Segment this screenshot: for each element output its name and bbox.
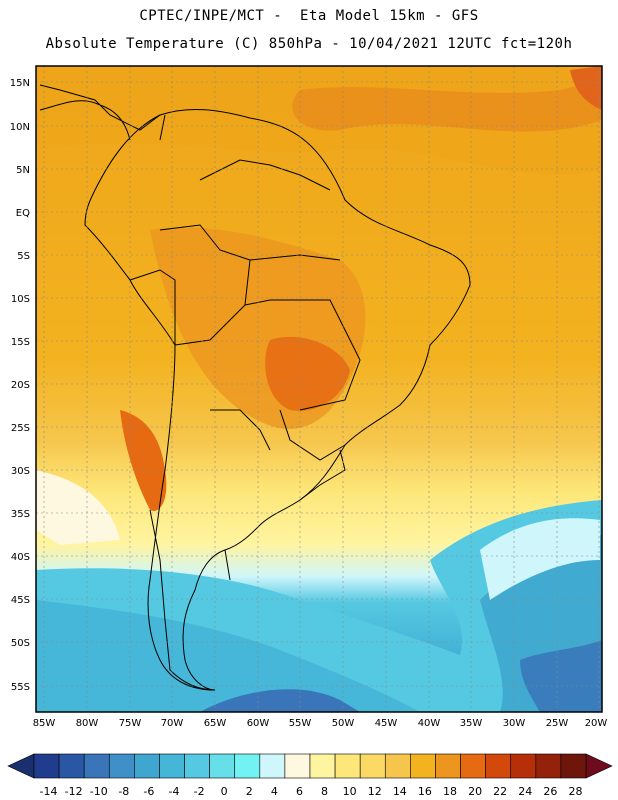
legend-tick-label: -2 [194, 785, 205, 798]
legend-tick-label: -12 [65, 785, 83, 798]
legend-color-box [33, 753, 60, 779]
lat-lon-grid [36, 66, 602, 712]
lon-label: 20W [585, 718, 608, 729]
legend-tick-label: 22 [493, 785, 507, 798]
legend-color-box [485, 753, 512, 779]
legend-underflow-arrow [7, 753, 35, 779]
lat-label: 10N [10, 122, 30, 133]
lon-label: 65W [204, 718, 227, 729]
legend-color-box [334, 753, 361, 779]
legend-tick-labels: -14 -12 -10 -8 -6 -4 -2 0 2 4 6 8 10 12 14 16 18 20 22 24 26… [40, 785, 583, 798]
lon-label: 45W [375, 718, 398, 729]
latitude-axis: 15N 10N 5N EQ 5S 10S 15S 20S 25S 30S 35S… [10, 78, 30, 693]
lon-label: 50W [332, 718, 355, 729]
lon-label: 25W [546, 718, 569, 729]
legend-tick-label: 28 [568, 785, 582, 798]
lat-label: 25S [11, 423, 30, 434]
legend-color-box [284, 753, 311, 779]
legend-color-box [108, 753, 135, 779]
lat-label: 15S [11, 337, 30, 348]
legend-color-box [159, 753, 185, 779]
legend-overflow-arrow [585, 753, 613, 779]
legend-tick-label: -10 [90, 785, 108, 798]
lat-label: 55S [11, 682, 30, 693]
map-title-line1: CPTEC/INPE/MCT - Eta Model 15km - GFS [139, 8, 479, 24]
lat-label: 30S [11, 466, 30, 477]
lat-label: 35S [11, 509, 30, 520]
legend-tick-label: -8 [118, 785, 129, 798]
legend-color-box [83, 753, 110, 779]
legend-tick-label: -4 [169, 785, 180, 798]
color-legend: -14 -12 -10 -8 -6 -4 -2 0 2 4 6 8 10 12 14 16 18 20 22 24 26… [7, 753, 613, 798]
lat-label: 10S [11, 294, 30, 305]
lon-label: 55W [289, 718, 312, 729]
legend-color-box [359, 753, 386, 779]
legend-tick-label: 10 [343, 785, 357, 798]
legend-color-box [384, 753, 411, 779]
legend-color-box [209, 753, 236, 779]
legend-tick-label: 0 [221, 785, 228, 798]
legend-tick-label: 24 [518, 785, 532, 798]
legend-color-box [535, 753, 562, 779]
legend-color-box [309, 753, 336, 779]
legend-tick-label: 20 [468, 785, 482, 798]
legend-color-box [134, 753, 160, 779]
lat-label: 45S [11, 595, 30, 606]
lat-label: 50S [11, 638, 30, 649]
coastline [39, 84, 471, 691]
map-title-line2: Absolute Temperature (C) 850hPa - 10/04/… [45, 36, 573, 52]
legend-tick-label: 12 [368, 785, 382, 798]
lon-label: 85W [33, 718, 56, 729]
legend-color-box [510, 753, 537, 779]
legend-color-box [58, 753, 85, 779]
legend-tick-label: -6 [143, 785, 154, 798]
lon-label: 35W [460, 718, 483, 729]
legend-color-box [460, 753, 486, 779]
legend-color-box [184, 753, 210, 779]
legend-tick-label: 4 [271, 785, 278, 798]
lat-label: EQ [16, 208, 30, 219]
legend-tick-label: 16 [418, 785, 432, 798]
legend-tick-label: 2 [246, 785, 253, 798]
lon-label: 40W [418, 718, 441, 729]
legend-color-box [435, 753, 461, 779]
map-frame [35, 65, 603, 713]
lon-label: 80W [76, 718, 99, 729]
legend-color-box [234, 753, 261, 779]
legend-tick-label: 18 [443, 785, 457, 798]
legend-color-box [560, 753, 587, 779]
lat-label: 15N [10, 78, 30, 89]
lon-label: 30W [503, 718, 526, 729]
legend-tick-label: 26 [543, 785, 557, 798]
legend-color-box [410, 753, 436, 779]
lat-label: 5N [16, 165, 30, 176]
lon-label: 70W [161, 718, 184, 729]
legend-tick-label: 6 [296, 785, 303, 798]
lon-label: 75W [119, 718, 142, 729]
legend-color-box [259, 753, 286, 779]
legend-tick-label: 8 [321, 785, 328, 798]
legend-tick-label: 14 [393, 785, 407, 798]
lat-label: 40S [11, 552, 30, 563]
lat-label: 20S [11, 380, 30, 391]
lat-label: 5S [17, 251, 30, 262]
legend-color-boxes [33, 753, 587, 779]
longitude-axis: 85W 80W 75W 70W 65W 60W 55W 50W 45W 40W … [33, 718, 608, 729]
legend-tick-label: -14 [40, 785, 58, 798]
temperature-field [36, 66, 602, 712]
lon-label: 60W [247, 718, 270, 729]
